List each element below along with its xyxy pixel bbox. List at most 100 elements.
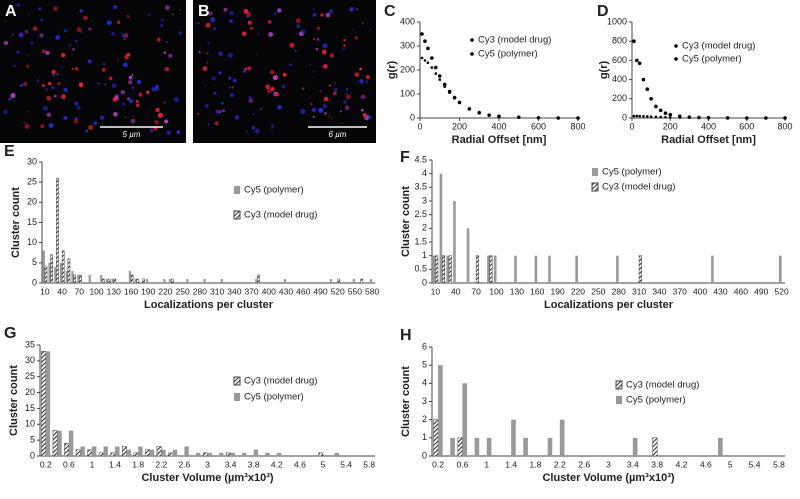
x-tick-label: 3.4 bbox=[225, 459, 237, 469]
panel-label: G bbox=[4, 325, 16, 342]
bar bbox=[652, 437, 658, 457]
bar bbox=[130, 274, 134, 284]
spot bbox=[41, 83, 46, 88]
legend-text: Cy5 (polymer) bbox=[244, 392, 304, 403]
x-tick-label: 400 bbox=[262, 286, 276, 296]
y-tick-label: 400 bbox=[612, 74, 627, 84]
bar bbox=[48, 262, 51, 283]
spot bbox=[114, 101, 116, 103]
spot bbox=[242, 69, 247, 73]
spot bbox=[117, 59, 119, 61]
spot bbox=[342, 47, 346, 51]
bar bbox=[632, 437, 638, 456]
bar bbox=[575, 255, 578, 283]
y-tick-label: 4.5 bbox=[414, 154, 427, 164]
x-tick-label: 100 bbox=[489, 286, 503, 296]
x-tick-label: 310 bbox=[210, 286, 224, 296]
bar bbox=[88, 274, 91, 283]
x-tick-label: 190 bbox=[550, 286, 564, 296]
x-tick-label: 0 bbox=[629, 121, 634, 131]
spot bbox=[130, 118, 136, 124]
x-axis-title: Radial Offset [nm] bbox=[452, 134, 547, 146]
point bbox=[430, 66, 434, 69]
y-tick-label: 5 bbox=[30, 435, 35, 445]
spot bbox=[332, 91, 337, 96]
spot bbox=[10, 92, 16, 98]
spot bbox=[218, 71, 222, 75]
point bbox=[487, 113, 491, 117]
spot bbox=[136, 103, 140, 108]
spot bbox=[120, 90, 126, 95]
x-tick-label: 520 bbox=[775, 286, 789, 296]
x-tick-label: 280 bbox=[193, 286, 207, 296]
bar bbox=[184, 446, 189, 456]
x-tick-label: 490 bbox=[754, 286, 768, 296]
bar bbox=[283, 278, 287, 283]
spot bbox=[16, 3, 21, 8]
x-tick-label: 400 bbox=[693, 286, 707, 296]
spot bbox=[289, 42, 295, 48]
spot bbox=[168, 53, 173, 58]
spot bbox=[138, 92, 143, 97]
y-tick-label: 200 bbox=[400, 64, 415, 74]
bar bbox=[168, 278, 172, 283]
bar bbox=[87, 449, 93, 457]
bar bbox=[435, 255, 439, 284]
spot bbox=[77, 44, 79, 46]
bar bbox=[457, 437, 463, 457]
x-tick-label: 580 bbox=[365, 286, 379, 296]
y-tick-label: 3 bbox=[422, 396, 427, 406]
x-tick-label: 0 bbox=[417, 121, 422, 131]
bar bbox=[547, 437, 553, 456]
spot bbox=[319, 90, 322, 92]
point bbox=[632, 114, 636, 118]
bar bbox=[102, 278, 105, 284]
spot bbox=[53, 6, 58, 11]
legend-text: Cy5 (polymer) bbox=[602, 167, 662, 178]
spot bbox=[312, 70, 315, 73]
spot bbox=[46, 112, 52, 117]
point bbox=[477, 110, 482, 115]
bar bbox=[446, 255, 449, 283]
spot bbox=[354, 72, 360, 77]
point bbox=[678, 114, 682, 119]
spot bbox=[343, 44, 346, 47]
y-tick-label: 0 bbox=[622, 112, 627, 122]
x-tick-label: 5.4 bbox=[749, 459, 761, 469]
bar bbox=[369, 278, 373, 283]
y-tick-label: 20 bbox=[25, 387, 35, 397]
bar bbox=[56, 177, 59, 284]
bar bbox=[136, 278, 140, 284]
spot bbox=[204, 103, 209, 108]
spot bbox=[124, 116, 127, 119]
spot bbox=[30, 41, 34, 45]
bar bbox=[121, 446, 127, 457]
bar bbox=[352, 278, 355, 283]
x-axis-title: Localizations per cluster bbox=[144, 299, 274, 311]
y-tick-label: 20 bbox=[27, 197, 37, 207]
spot bbox=[315, 47, 319, 51]
y-tick-label: 25 bbox=[25, 371, 35, 381]
spot bbox=[352, 29, 354, 31]
spot bbox=[257, 33, 260, 36]
spot bbox=[330, 118, 333, 120]
bar bbox=[142, 278, 145, 284]
bar bbox=[115, 446, 120, 456]
bar bbox=[318, 452, 324, 457]
spot bbox=[18, 32, 24, 38]
spot bbox=[128, 75, 133, 80]
bar bbox=[360, 278, 364, 284]
spot bbox=[322, 43, 328, 49]
spot bbox=[163, 101, 166, 104]
spot bbox=[356, 82, 358, 84]
spot bbox=[214, 121, 219, 126]
x-tick-label: 130 bbox=[510, 286, 524, 296]
spot bbox=[197, 22, 200, 25]
spot bbox=[166, 130, 171, 135]
spot bbox=[318, 107, 324, 113]
spot bbox=[40, 124, 45, 129]
bar bbox=[68, 430, 74, 456]
spot bbox=[63, 115, 68, 120]
spot bbox=[121, 32, 124, 35]
y-axis-title: Cluster count bbox=[10, 187, 22, 258]
